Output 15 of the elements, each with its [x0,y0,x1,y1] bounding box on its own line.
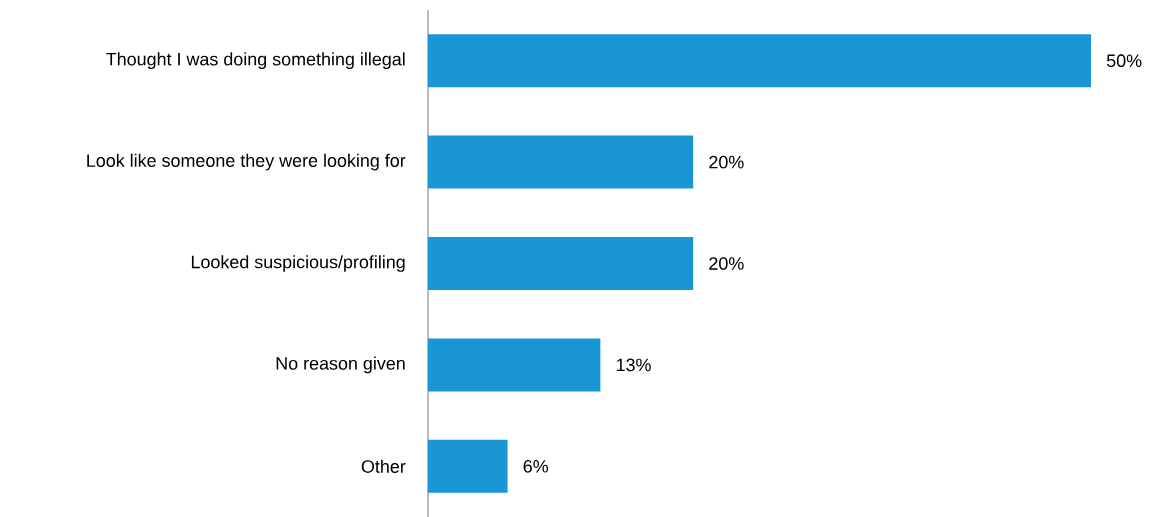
data-label: 13% [616,358,651,372]
y-tick-label: Thought I was doing something illegal [106,52,405,70]
data-label: 6% [523,459,549,473]
bar [428,439,508,493]
bar [428,338,601,392]
data-label: 50% [1106,54,1142,68]
y-tick-label: Look like someone they were looking for [87,153,406,171]
bar [428,34,1091,88]
bar [428,135,694,189]
y-tick-label: Looked suspicious/profiling [191,255,405,272]
data-label: 20% [709,155,744,169]
bar [428,237,694,291]
data-label: 20% [709,257,744,270]
y-tick-label: Other [361,459,406,473]
y-tick-label: No reason given [276,356,405,374]
